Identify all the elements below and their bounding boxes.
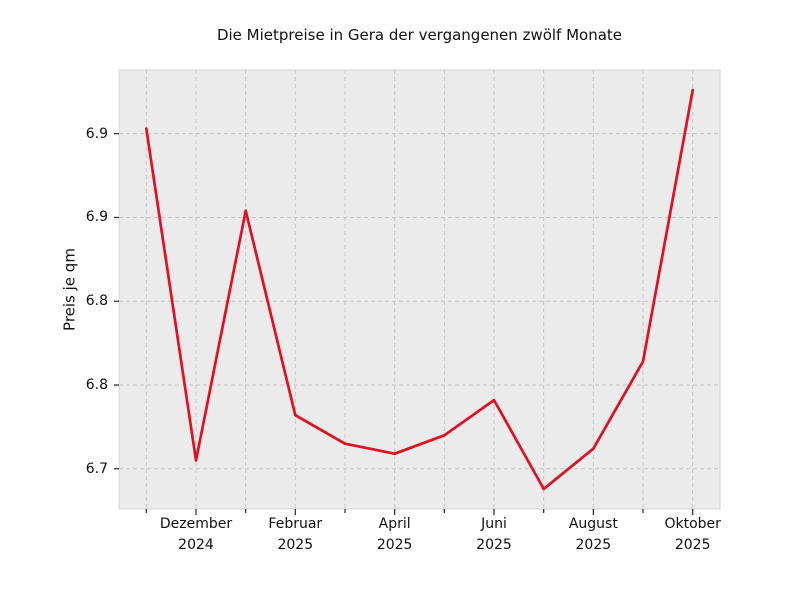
x-tick-year: 2025 xyxy=(674,537,711,553)
x-tick-label: Dezember 2024 xyxy=(136,514,256,556)
x-tick-month: Dezember xyxy=(159,516,233,532)
x-tick-label: August 2025 xyxy=(533,514,653,556)
x-tick-month: August xyxy=(568,516,618,532)
x-tick-year: 2025 xyxy=(575,537,612,553)
plot-background xyxy=(118,69,721,510)
y-tick-label: 6.9 xyxy=(85,125,108,142)
y-tick-label: 6.8 xyxy=(85,377,108,393)
x-tick-year: 2024 xyxy=(178,537,214,553)
y-tick-label: 6.9 xyxy=(85,209,108,226)
y-tick-label: 6.8 xyxy=(85,293,108,310)
x-tick-month: Februar xyxy=(268,516,323,532)
x-tick-month: Oktober xyxy=(664,516,721,532)
x-tick-month: Juni xyxy=(481,516,507,532)
x-tick-label: Februar 2025 xyxy=(235,514,355,556)
x-tick-month: April xyxy=(378,516,411,532)
x-tick-year: 2025 xyxy=(476,537,512,553)
x-tick-year: 2025 xyxy=(376,537,413,553)
x-tick-year: 2025 xyxy=(277,537,314,553)
price-line xyxy=(144,88,695,491)
x-tick-label: Oktober 2025 xyxy=(633,514,753,556)
y-tick-label: 6.7 xyxy=(85,460,108,477)
x-tick-label: Juni 2025 xyxy=(434,514,554,556)
chart-title: Die Mietpreise in Gera der vergangenen z… xyxy=(216,26,623,44)
x-tick-label: April 2025 xyxy=(335,514,455,556)
